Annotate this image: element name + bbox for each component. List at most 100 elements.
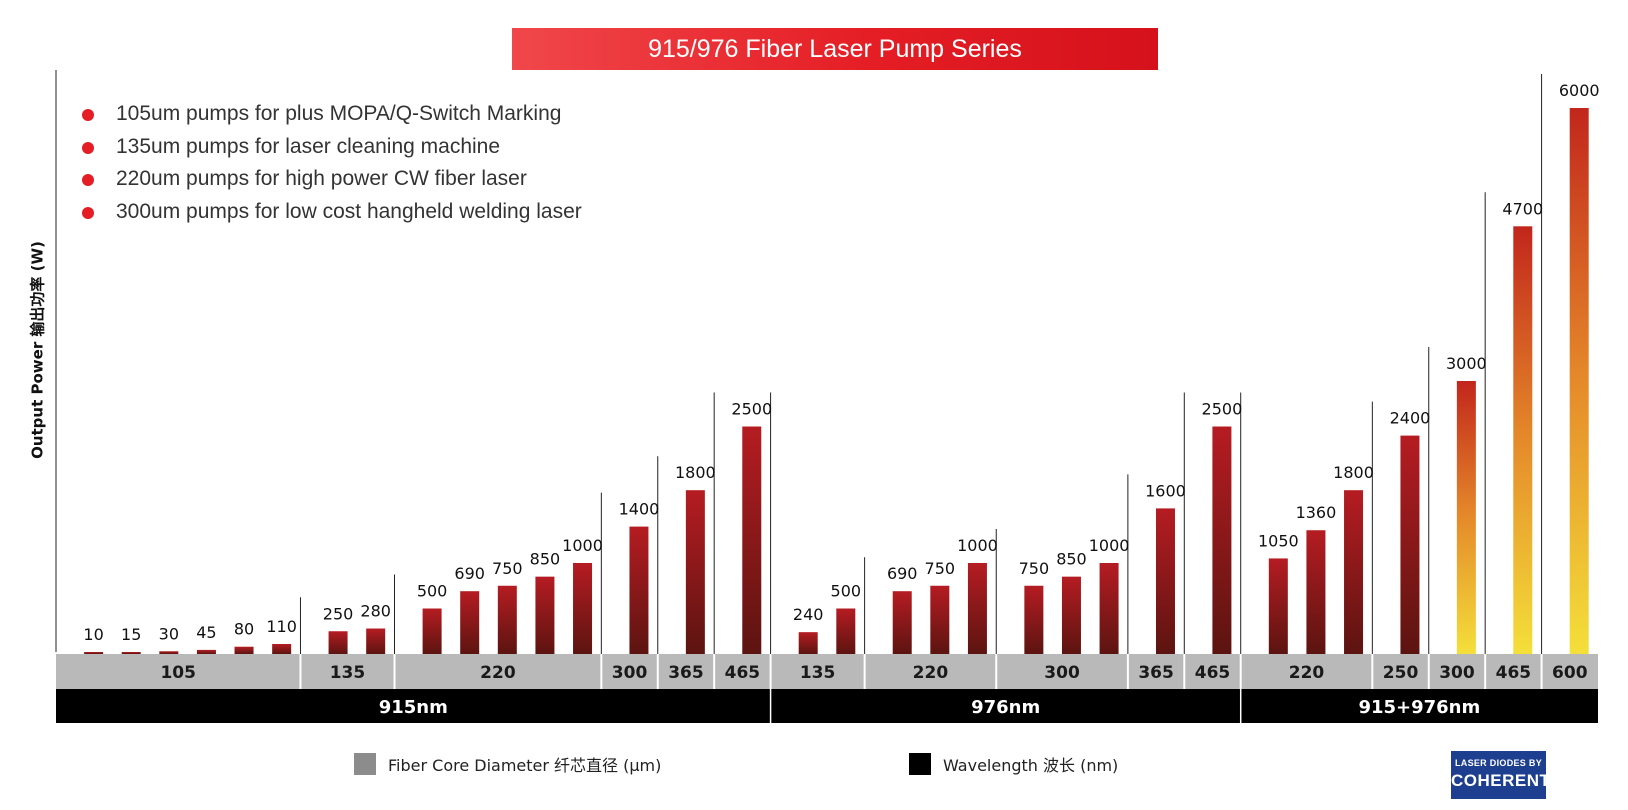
bar-value-label: 690 xyxy=(454,564,485,583)
bar-value-label: 1800 xyxy=(675,463,716,482)
bar-value-label: 6000 xyxy=(1559,81,1600,100)
fiber-diameter-label: 365 xyxy=(1138,663,1174,683)
bar-value-label: 1360 xyxy=(1296,503,1337,522)
chart-title: 915/976 Fiber Laser Pump Series xyxy=(512,28,1158,70)
bar-value-label: 2500 xyxy=(1202,400,1243,419)
fiber-band xyxy=(56,654,1598,689)
bar xyxy=(1306,530,1326,654)
fiber-diameter-label: 465 xyxy=(1195,663,1231,683)
bar xyxy=(1212,426,1232,654)
bar xyxy=(535,576,555,654)
wavelength-label: 976nm xyxy=(971,697,1040,718)
fiber-diameter-label: 220 xyxy=(1289,663,1325,683)
note-text: 105um pumps for plus MOPA/Q-Switch Marki… xyxy=(116,102,562,125)
bar xyxy=(836,608,856,654)
fiber-diameter-label: 135 xyxy=(330,663,366,683)
brand-line1: LASER DIODES BY xyxy=(1454,758,1542,768)
bar-value-label: 10 xyxy=(83,625,103,644)
bar xyxy=(1513,226,1533,655)
fiber-diameter-label: 465 xyxy=(1496,663,1532,683)
bar xyxy=(1400,435,1420,654)
bar xyxy=(1569,108,1589,654)
brand-logo: LASER DIODES BY COHERENT xyxy=(1451,751,1551,799)
bar-value-label: 280 xyxy=(360,602,391,621)
bar-value-label: 80 xyxy=(234,620,254,639)
legend-fiber: Fiber Core Diameter 纤芯直径 (μm) xyxy=(354,752,662,775)
bar xyxy=(234,646,254,654)
bar xyxy=(422,608,442,654)
bar-value-label: 250 xyxy=(323,604,354,623)
fiber-diameter-label: 250 xyxy=(1383,663,1419,683)
wavelength-band xyxy=(56,689,1598,723)
fiber-diameter-label: 600 xyxy=(1552,663,1588,683)
note-item: 105um pumps for plus MOPA/Q-Switch Marki… xyxy=(78,98,582,131)
fiber-diameter-label: 300 xyxy=(612,663,648,683)
bar xyxy=(159,651,179,654)
bar-value-label: 2500 xyxy=(731,400,772,419)
bar-value-label: 1000 xyxy=(957,536,998,555)
bar xyxy=(1268,558,1288,654)
fiber-diameter-label: 220 xyxy=(480,663,516,683)
bar-value-label: 500 xyxy=(417,582,448,601)
bar xyxy=(328,631,348,654)
bar-value-label: 3000 xyxy=(1446,354,1487,373)
bar-value-label: 500 xyxy=(831,582,862,601)
note-item: 220um pumps for high power CW fiber lase… xyxy=(78,163,582,196)
bar-value-label: 1000 xyxy=(1089,536,1130,555)
bar xyxy=(967,563,987,654)
wavelength-label: 915nm xyxy=(379,697,448,718)
wavelength-label: 915+976nm xyxy=(1358,697,1480,718)
brand-line2: COHERENT xyxy=(1451,771,1551,790)
bar xyxy=(497,585,517,654)
bar xyxy=(366,628,386,654)
fiber-diameter-label: 135 xyxy=(800,663,836,683)
bullet-dot-icon xyxy=(82,141,94,154)
bar-value-label: 1050 xyxy=(1258,531,1299,550)
bar xyxy=(1061,576,1081,654)
bar-value-label: 1000 xyxy=(562,536,603,555)
bar xyxy=(629,526,649,654)
bar xyxy=(685,490,705,654)
bar-value-label: 1800 xyxy=(1333,463,1374,482)
bar xyxy=(798,632,818,654)
bar-value-label: 690 xyxy=(887,564,918,583)
legend-wavelength-label: Wavelength 波长 (nm) xyxy=(943,756,1119,775)
note-text: 300um pumps for low cost hangheld weldin… xyxy=(116,199,582,223)
note-item: 300um pumps for low cost hangheld weldin… xyxy=(78,196,582,229)
fiber-diameter-label: 300 xyxy=(1044,663,1080,683)
bar xyxy=(1024,585,1044,654)
bullet-dot-icon xyxy=(82,206,94,219)
legend-black-swatch-icon xyxy=(909,753,931,775)
bar-value-label: 4700 xyxy=(1502,199,1543,218)
bar-value-label: 45 xyxy=(196,623,216,642)
bar-value-label: 240 xyxy=(793,605,824,624)
fiber-diameter-label: 365 xyxy=(668,663,704,683)
bar xyxy=(121,652,141,654)
bar xyxy=(1099,563,1119,654)
bar xyxy=(1456,381,1476,654)
notes-list: 105um pumps for plus MOPA/Q-Switch Marki… xyxy=(78,98,582,228)
legend-fiber-label: Fiber Core Diameter 纤芯直径 (μm) xyxy=(388,756,662,775)
fiber-diameter-label: 465 xyxy=(725,663,761,683)
bar xyxy=(1344,490,1364,654)
bar-value-label: 750 xyxy=(1019,559,1050,578)
bullet-dot-icon xyxy=(82,174,94,186)
bullet-dot-icon xyxy=(82,109,94,121)
bar-value-label: 110 xyxy=(266,617,297,636)
bar xyxy=(742,426,762,654)
legend-wavelength: Wavelength 波长 (nm) xyxy=(909,752,1119,775)
bar xyxy=(460,591,480,654)
bar-value-label: 30 xyxy=(159,624,179,643)
note-item: 135um pumps for laser cleaning machine xyxy=(78,131,582,164)
fiber-diameter-label: 220 xyxy=(913,663,949,683)
bar xyxy=(196,649,216,654)
bar-value-label: 1600 xyxy=(1145,481,1186,500)
note-text: 220um pumps for high power CW fiber lase… xyxy=(116,167,527,190)
bar-value-label: 750 xyxy=(492,559,523,578)
bar-value-label: 850 xyxy=(530,550,561,569)
bar xyxy=(892,591,912,654)
bar-value-label: 850 xyxy=(1056,550,1087,569)
bar xyxy=(272,643,292,654)
bar-value-label: 750 xyxy=(925,559,956,578)
